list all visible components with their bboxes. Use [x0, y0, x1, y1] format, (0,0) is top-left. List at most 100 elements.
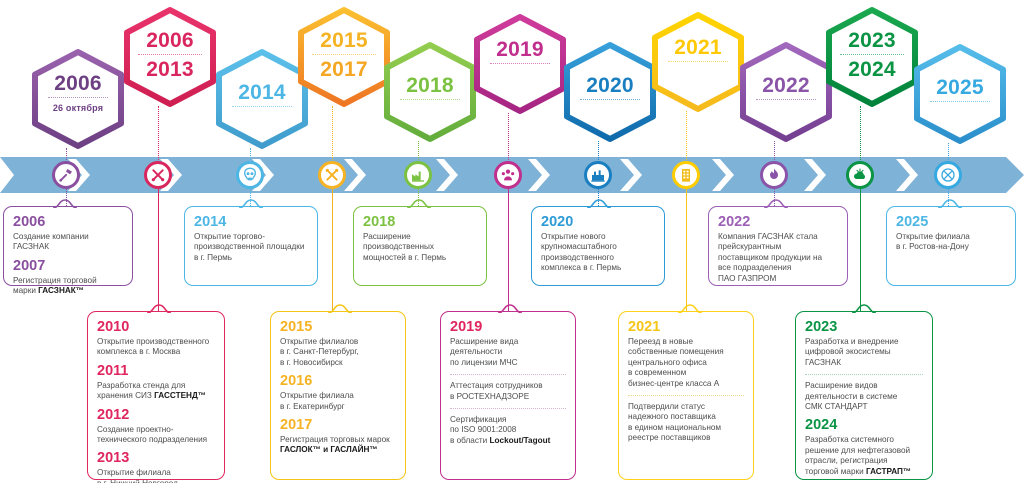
box-notch — [937, 198, 963, 208]
stem-box-2021 — [686, 189, 687, 311]
box-line: Расширение видов — [805, 381, 878, 391]
box-line: в г. Екатеринбург — [280, 401, 345, 411]
box-line: по лицензии МЧС — [450, 357, 518, 367]
trademark: ГАССТЕНД™ — [154, 391, 206, 401]
info-box-2014[interactable]: 2014 Открытие торгово- производственной … — [184, 199, 318, 286]
hexagon-divider — [668, 61, 728, 62]
hexagon-2018[interactable]: 2018 — [378, 40, 482, 144]
box-line: производственных — [363, 242, 434, 252]
trademark: ГАСЛОК™ и ГАСЛАЙН™ — [280, 445, 378, 455]
info-box-2025[interactable]: 2025 Открытие филиала в г. Ростов-на-Дон… — [886, 199, 1016, 286]
node-people-group[interactable] — [494, 161, 522, 189]
info-box-2018[interactable]: 2018 Расширение производственных мощност… — [353, 199, 487, 286]
box-line: Открытие филиала — [896, 232, 970, 241]
node-hammer-wrench[interactable] — [52, 161, 80, 189]
info-box-2023-2024[interactable]: 2023 Разработка и внедрение цифровой эко… — [795, 304, 933, 480]
box-divider — [628, 395, 744, 397]
box-line: все подразделения — [718, 263, 792, 273]
node-gas-flame[interactable] — [760, 161, 788, 189]
box-year: 2025 — [896, 214, 929, 230]
box-notch — [238, 198, 264, 208]
hexagon-divider — [232, 106, 292, 107]
stem-hex-5 — [418, 141, 419, 166]
box-year: 2014 — [194, 214, 227, 230]
box-notch — [146, 303, 172, 313]
box-line: Переезд в новые — [628, 337, 694, 346]
stem-hex-8 — [686, 111, 687, 166]
node-gas-mask[interactable] — [236, 161, 264, 189]
box-line: в г. Ростов-на-Дону — [896, 242, 969, 252]
gas-mask-icon — [243, 167, 257, 181]
box-year: 2011 — [97, 362, 129, 379]
box-line: реестре поставщиков — [628, 433, 711, 443]
stem-box-2014 — [250, 189, 251, 206]
hexagon-2006[interactable]: 2006 26 октября — [26, 47, 130, 151]
box-line: Компания ГАСЗНАК стала — [718, 232, 818, 241]
info-box-2010-2013[interactable]: 2010 Открытие производственного комплекс… — [87, 304, 225, 483]
box-year: 2013 — [97, 450, 130, 467]
hexagon-2006-2013[interactable]: 2006 2013 — [118, 5, 222, 109]
globe-tools-icon — [941, 168, 955, 182]
hammer-wrench-icon — [59, 169, 72, 182]
stem-hex-7 — [598, 141, 599, 166]
hexagon-divider — [490, 63, 550, 64]
box-line: комплекса в г. Москва — [97, 347, 181, 357]
box-year: 2015 — [280, 319, 313, 335]
box-year: 2020 — [541, 214, 574, 230]
info-box-2015-2017[interactable]: 2015 Открытие филиалов в г. Санкт-Петерб… — [270, 304, 406, 480]
cloud-digital-icon — [854, 168, 865, 179]
stem-hex-11 — [948, 143, 949, 166]
box-line: Расширение — [363, 232, 411, 241]
hexagon-2019[interactable]: 2019 — [468, 12, 572, 116]
info-box-2020[interactable]: 2020 Открытие нового крупномасштабного п… — [531, 199, 665, 286]
box-year: 2017 — [280, 417, 313, 434]
stem-hex-6 — [508, 113, 509, 166]
box-line: ГАСЗНАК — [805, 357, 842, 367]
box-line: крупномасштабного — [541, 242, 617, 252]
node-office-building[interactable] — [672, 161, 700, 189]
box-notch — [677, 303, 703, 313]
node-screwdriver-wrench[interactable] — [318, 161, 346, 189]
info-box-2006[interactable]: 2006 Создание компании ГАСЗНАК 2007 Реги… — [3, 199, 133, 295]
box-line: Разработка системного — [805, 435, 894, 445]
hexagon-divider — [840, 54, 904, 55]
box-line: прейскурантным — [718, 242, 782, 252]
info-box-2019[interactable]: 2019 Расширение вида деятельности по лиц… — [440, 304, 576, 480]
hexagon-divider — [138, 54, 202, 55]
box-line: Открытие филиала — [97, 468, 171, 478]
box-line: цифровой экосистемы — [805, 347, 891, 357]
stem-box-2025 — [948, 189, 949, 206]
box-line: деятельности — [450, 347, 503, 357]
hexagon-2025[interactable]: 2025 — [908, 42, 1012, 146]
stem-box-2006 — [66, 189, 67, 206]
box-line: Регистрация торговых марок — [280, 435, 390, 445]
factory-icon — [412, 171, 424, 182]
box-line: хранения СИЗ ГАССТЕНД™ — [97, 391, 206, 401]
standard-name: Lockout/Tagout — [489, 435, 551, 445]
box-line: по ISO 9001:2008 — [450, 425, 517, 435]
box-year: 2023 — [805, 319, 838, 335]
box-line: в г. Новосибирск — [280, 357, 343, 367]
node-globe-tools[interactable] — [934, 161, 962, 189]
box-line: надежного поставщика — [628, 412, 716, 422]
box-line: центрального офиса — [628, 357, 707, 367]
hexagon-divider — [930, 101, 990, 102]
node-cloud-digital[interactable] — [846, 161, 874, 189]
stem-box-2018 — [418, 189, 419, 206]
box-year: 2022 — [718, 214, 751, 230]
node-factory[interactable] — [404, 161, 432, 189]
node-industrial-plant[interactable] — [584, 161, 612, 189]
box-line: отрасли, регистрация — [805, 456, 888, 466]
gas-flame-icon — [770, 168, 778, 179]
box-line: Открытие нового — [541, 232, 606, 241]
node-tools-cross[interactable] — [144, 161, 172, 189]
box-line: марки ГАСЗНАК™ — [13, 286, 84, 296]
stem-box-2022 — [774, 189, 775, 206]
info-box-2022[interactable]: 2022 Компания ГАСЗНАК стала прейскурантн… — [708, 199, 848, 286]
box-line: Открытие торгово- — [194, 232, 265, 241]
stem-box-2010 — [158, 189, 159, 311]
info-box-2021[interactable]: 2021 Переезд в новые собственные помещен… — [618, 304, 754, 480]
box-line: производственной площадки — [194, 242, 305, 252]
box-line: в г. Санкт-Петербург, — [280, 347, 359, 357]
